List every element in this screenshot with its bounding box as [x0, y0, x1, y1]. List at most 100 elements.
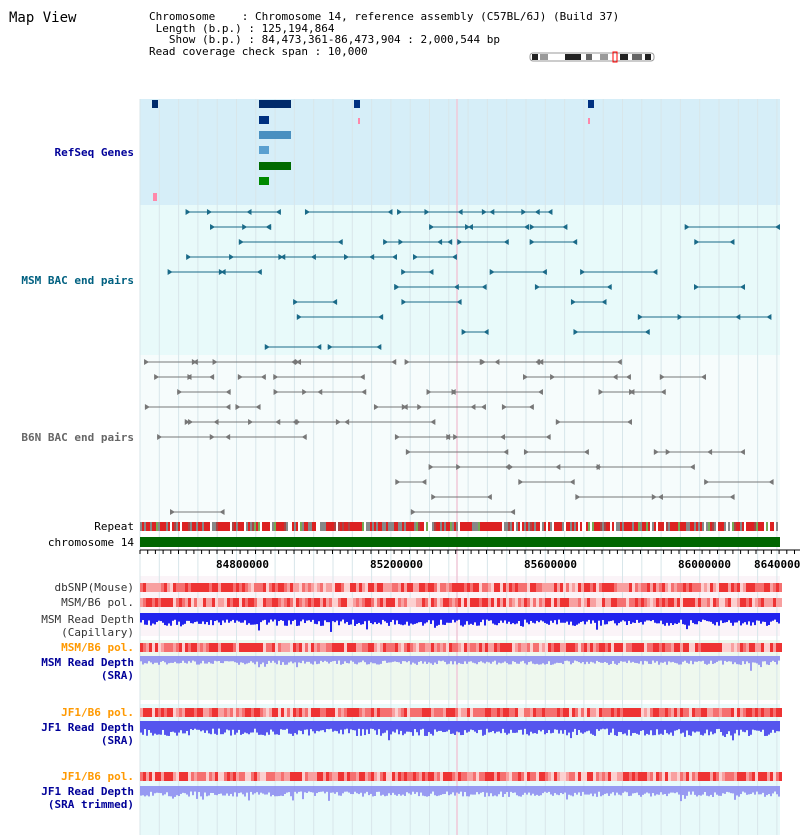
bac-end — [707, 449, 713, 455]
pol-cell — [242, 598, 245, 607]
repeat-cell — [516, 522, 518, 531]
refseq-track-label[interactable]: RefSeq Genes — [54, 146, 134, 159]
b6n-bac-track-label[interactable]: B6N BAC end pairs — [21, 431, 134, 444]
bac-end — [397, 209, 403, 215]
pol-cell — [179, 598, 182, 607]
pol-cell — [521, 772, 524, 781]
pol-cell — [596, 598, 599, 607]
bac-end — [570, 299, 576, 305]
msm-depth-sra-label-1[interactable]: MSM Read Depth — [41, 656, 134, 669]
depth-bar — [766, 656, 768, 665]
depth-bar — [206, 786, 208, 797]
refseq-gene — [259, 177, 269, 185]
depth-bar — [184, 613, 186, 624]
depth-bar — [156, 613, 158, 623]
msm-bac-track-label[interactable]: MSM BAC end pairs — [21, 274, 134, 287]
pol-cell — [305, 772, 308, 781]
pol-cell — [656, 583, 659, 592]
pol-cell — [551, 598, 554, 607]
pol-cell — [557, 643, 560, 652]
pol-cell — [296, 772, 299, 781]
pol-cell — [728, 583, 731, 592]
pol-cell — [569, 708, 572, 717]
pol-cell — [536, 708, 539, 717]
repeat-cell — [496, 522, 498, 531]
pol-cell — [209, 643, 212, 652]
msm-b6-pol-track-label[interactable]: MSM/B6 pol. — [61, 596, 134, 609]
depth-bar — [182, 786, 184, 793]
depth-bar — [378, 721, 380, 730]
pol-cell — [158, 583, 161, 592]
bac-end — [337, 239, 343, 245]
pol-cell — [761, 708, 764, 717]
msm-b6-pol-sra-label[interactable]: MSM/B6 pol. — [61, 641, 134, 654]
chromosome-track-label: chromosome 14 — [47, 536, 134, 549]
pol-cell — [290, 598, 293, 607]
jf1-b6-pol-label[interactable]: JF1/B6 pol. — [61, 706, 134, 719]
repeat-cell — [140, 522, 142, 531]
pol-cell — [692, 583, 695, 592]
depth-bar — [496, 721, 498, 732]
pol-cell — [470, 772, 473, 781]
jf1-depth-trim-label-1[interactable]: JF1 Read Depth — [41, 785, 134, 798]
depth-bar — [216, 613, 218, 621]
repeat-cell — [220, 522, 222, 531]
depth-bar — [206, 656, 208, 664]
pol-cell — [626, 772, 629, 781]
repeat-cell — [216, 522, 218, 531]
depth-bar — [450, 613, 452, 623]
depth-bar — [142, 786, 144, 796]
pol-cell — [200, 583, 203, 592]
pol-cell — [671, 708, 674, 717]
repeat-cell — [720, 522, 722, 531]
pol-cell — [521, 583, 524, 592]
pol-cell — [548, 583, 551, 592]
pol-cell — [353, 772, 356, 781]
pol-cell — [719, 598, 722, 607]
depth-bar — [216, 656, 218, 662]
repeat-cell — [434, 522, 436, 531]
jf1-b6-pol-trim-label[interactable]: JF1/B6 pol. — [61, 770, 134, 783]
pol-cell — [278, 643, 281, 652]
repeat-cell — [364, 522, 366, 531]
depth-bar — [348, 656, 350, 664]
depth-bar — [160, 656, 162, 662]
pol-cell — [347, 583, 350, 592]
pol-cell — [629, 583, 632, 592]
depth-bar — [644, 721, 646, 736]
bac-end — [677, 314, 683, 320]
pol-cell — [158, 643, 161, 652]
pol-cell — [650, 708, 653, 717]
depth-bar — [550, 786, 552, 795]
pol-cell — [461, 772, 464, 781]
depth-bar — [228, 613, 230, 623]
repeat-cell — [502, 522, 504, 531]
depth-bar — [350, 656, 352, 661]
depth-bar — [756, 721, 758, 731]
depth-bar — [744, 656, 746, 665]
depth-bar — [400, 613, 402, 625]
pol-cell — [416, 772, 419, 781]
bac-end — [739, 449, 745, 455]
depth-bar — [278, 721, 280, 735]
depth-bar — [370, 613, 372, 624]
bac-end — [421, 479, 427, 485]
depth-bar — [446, 613, 448, 623]
repeat-cell — [618, 522, 620, 531]
repeat-cell — [488, 522, 490, 531]
depth-bar — [210, 656, 212, 664]
pol-cell — [560, 598, 563, 607]
repeat-cell — [476, 522, 478, 531]
depth-bar — [656, 656, 658, 662]
depth-bar — [718, 613, 720, 626]
depth-bar — [246, 656, 248, 664]
pol-cell — [404, 643, 407, 652]
dbsnp-track-label[interactable]: dbSNP(Mouse) — [54, 581, 134, 594]
depth-bar — [428, 656, 430, 663]
pol-cell — [635, 598, 638, 607]
jf1-depth-sra-label-1[interactable]: JF1 Read Depth — [41, 721, 134, 734]
pol-cell — [563, 583, 566, 592]
bac-end — [528, 404, 534, 410]
msm-depth-capillary-label-1[interactable]: MSM Read Depth — [41, 613, 134, 626]
depth-bar — [570, 613, 572, 622]
